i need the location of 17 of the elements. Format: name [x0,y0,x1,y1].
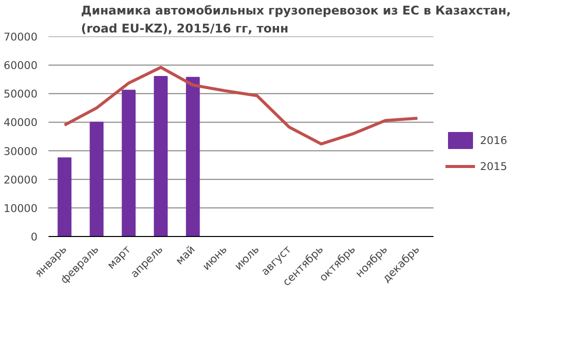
bar [122,90,136,236]
y-tick-label: 60000 [4,59,38,72]
y-tick-label: 0 [30,230,38,244]
y-tick-label: 20000 [4,173,38,186]
bar [90,122,104,236]
y-tick-label: 40000 [4,116,38,130]
bar [58,157,72,236]
legend-label: 2015 [480,160,508,172]
chart-title: Динамика автомобильных грузоперевозок из ЕС в Казахстан, (road EU-KZ), 2015/16 гг, тонн [81,3,511,36]
y-tick-label: 30000 [4,144,38,158]
bar [186,76,200,236]
line-series [63,66,419,146]
bar [154,76,168,236]
legend-label: 2016 [480,134,508,146]
y-tick-label: 70000 [4,30,38,44]
y-tick-label: 10000 [4,202,38,215]
y-tick-label: 50000 [4,88,38,101]
